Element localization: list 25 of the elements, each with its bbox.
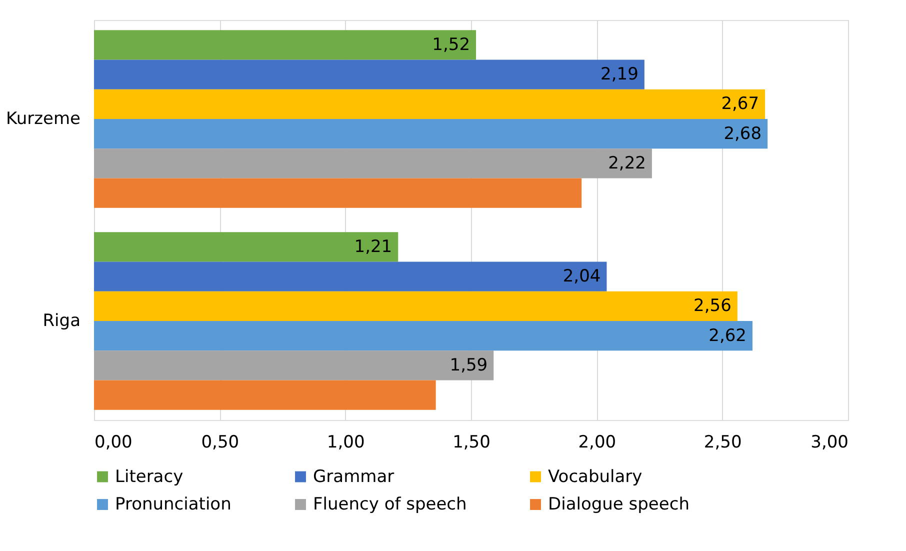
legend-label: Vocabulary [548,466,642,487]
y-tick-label: Riga [42,311,80,332]
legend-label: Pronunciation [115,494,232,514]
x-tick-label: 0,00 [94,432,132,452]
x-tick-label: 1,50 [452,432,490,452]
x-tick-label: 3,00 [810,432,848,452]
data-label: 2,62 [708,326,746,346]
x-tick-label: 2,00 [578,432,616,452]
y-tick-label: Kurzeme [6,108,80,129]
data-label: 1,21 [354,236,392,257]
data-label: 2,67 [721,94,760,114]
legend-label: Literacy [115,466,184,487]
data-label: 2,68 [724,124,762,144]
x-tick-label: 1,00 [326,432,365,452]
legend-label: Fluency of speech [313,494,467,514]
legend-label: Grammar [313,466,394,487]
data-label: 2,22 [608,153,646,174]
data-label: 2,04 [562,266,601,287]
data-label: 1,52 [432,34,470,55]
data-label: 1,59 [450,355,488,376]
data-label: 2,56 [694,296,732,316]
data-label: 2,19 [600,64,638,85]
x-tick-label: 2,50 [704,432,742,452]
x-tick-label: 0,50 [201,432,240,452]
legend-label: Dialogue speech [548,494,690,514]
